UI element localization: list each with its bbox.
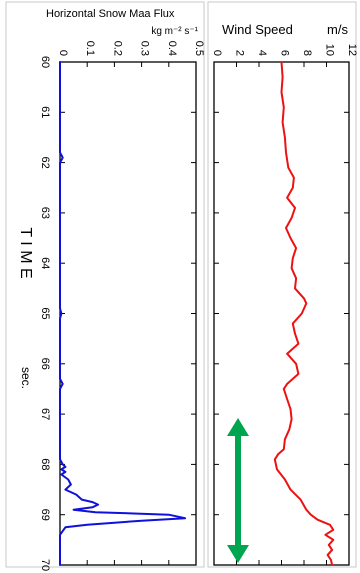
time-tick-label: 65 [39,307,51,319]
wind-title: Wind Speed [222,22,293,37]
time-tick-label: 70 [39,559,51,571]
flux-value-tick-label: 0.4 [166,41,178,56]
time-tick-label: 66 [39,358,51,370]
flux-title: Horizontal Snow Maa Flux [46,8,175,20]
wind-plot-area [213,61,350,566]
wind-value-tick-label: 8 [301,50,313,56]
time-axis-label: T I M E [17,227,34,278]
wind-speed-series-line [273,61,335,566]
flux-units: kg m⁻² s⁻¹ [151,26,198,37]
time-tick-label: 64 [39,257,51,269]
flux-panel-frame [5,1,205,568]
wind-units: m/s [327,22,348,37]
time-tick-label: 68 [39,458,51,470]
flux-plot-area [59,61,197,566]
time-tick-label: 67 [39,408,51,420]
time-tick-label: 60 [39,56,51,68]
wind-panel-frame [207,1,357,568]
wind-value-tick-label: 4 [256,50,268,56]
flux-value-tick-label: 0 [57,50,69,56]
wind-value-tick-label: 0 [211,50,223,56]
flux-value-tick-label: 0.1 [84,41,96,56]
interval-arrow [227,418,249,563]
time-tick-label: 62 [39,156,51,168]
wind-value-tick-label: 10 [324,44,336,56]
flux-value-tick-label: 0.2 [111,41,123,56]
flux-value-tick-label: 0.5 [193,41,205,56]
wind-value-tick-label: 2 [234,50,246,56]
time-axis-unit: sec. [19,367,33,389]
flux-series-line [59,61,187,566]
wind-value-tick-label: 6 [279,50,291,56]
time-tick-label: 63 [39,207,51,219]
wind-value-tick-label: 12 [346,44,358,56]
time-tick-label: 69 [39,509,51,521]
flux-value-tick-label: 0.3 [139,41,151,56]
time-tick-label: 61 [39,106,51,118]
